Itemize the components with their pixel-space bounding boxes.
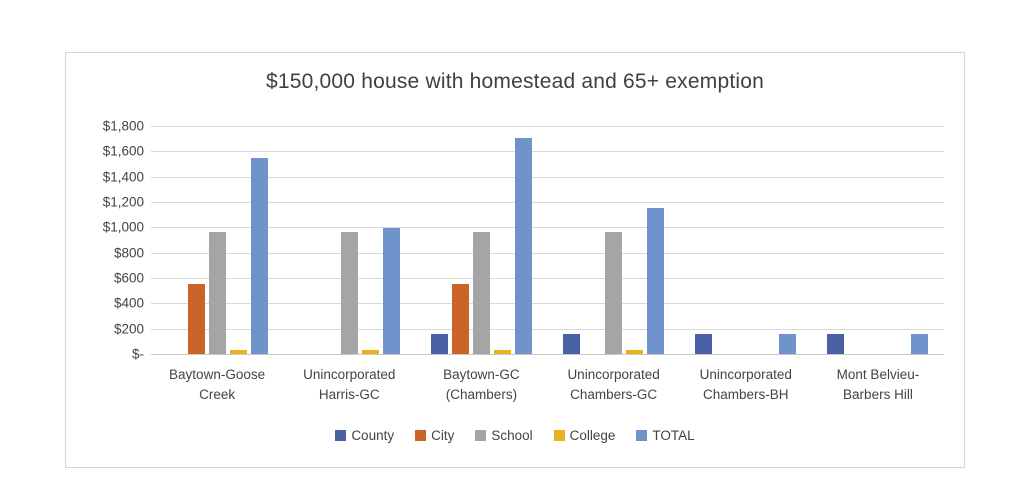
x-axis-label-line: Unincorporated [303,367,396,382]
legend-label: City [431,428,455,443]
legend-item-city: City [415,428,454,443]
legend-label: TOTAL [652,428,695,443]
gridline [151,328,944,330]
bar-group [283,126,415,354]
y-tick-label: $- [131,346,144,362]
legend: County City School College TOTAL [66,428,964,443]
total-bar [911,333,929,354]
chart-box: $150,000 house with homestead and 65+ ex… [65,52,965,468]
y-tick-label: $1,800 [102,118,144,134]
x-axis-label: Baytown-GC (Chambers) [415,365,547,405]
county-bar [695,333,713,354]
x-axis-label: Unincorporated Chambers-GC [548,365,680,405]
legend-swatch-icon [415,430,427,441]
legend-item-county: County [335,428,394,443]
x-axis-label-line: Unincorporated [567,367,660,382]
gridline [151,126,944,127]
college-bar [626,349,644,354]
y-tick-label: $600 [113,270,144,286]
gridline [151,202,944,203]
x-axis-label-line: Mont Belvieu- [836,367,920,382]
bar-group [548,126,680,354]
y-tick-label: $1,400 [102,169,144,185]
bar-groups [151,126,944,354]
x-axis-label-line: Unincorporated [699,367,792,382]
legend-swatch-icon [636,430,648,441]
legend-swatch-icon [553,430,565,441]
x-axis-label-line: Chambers-GC [570,387,658,402]
county-bar [563,333,581,354]
x-axis-label-line: Harris-GC [318,387,380,402]
y-tick-label: $1,600 [102,143,144,159]
legend-item-total: TOTAL [636,428,695,443]
gridline [151,252,944,254]
bar-group [680,126,812,354]
y-tick-label: $1,000 [102,219,144,235]
school-bar [472,232,490,354]
legend-label: College [569,428,616,443]
x-axis-line [151,354,944,355]
x-axis-label-line: (Chambers) [445,387,518,402]
gridline [151,303,944,305]
chart-title: $150,000 house with homestead and 65+ ex… [265,70,764,93]
college-bar [229,349,247,354]
college-bar [361,349,379,354]
legend-swatch-icon [475,430,487,441]
county-bar [430,333,448,354]
city-bar [187,284,205,354]
gridline [151,278,944,279]
legend-label: County [351,428,395,443]
x-axis-label: Unincorporated Harris-GC [283,365,415,405]
total-bar [647,207,665,354]
school-bar [605,232,623,354]
city-bar [451,284,469,354]
total-bar [382,227,400,354]
legend-item-college: College [553,428,616,443]
bar-group [812,126,944,354]
total-bar [779,333,797,354]
school-bar [340,232,358,354]
x-axis-label-line: Barbers Hill [843,387,913,402]
x-axis-label: Baytown-Goose Creek [151,365,283,405]
x-axis-label: Mont Belvieu- Barbers Hill [812,365,944,405]
x-axis-label-line: Baytown-Goose [169,367,266,382]
x-axis: Baytown-Goose Creek Unincorporated Harris-G… [151,365,944,405]
total-bar [514,138,532,354]
school-bar [208,232,226,354]
legend-swatch-icon [335,430,347,441]
bar-group [151,126,283,354]
legend-item-school: School [475,428,533,443]
x-axis-label: Unincorporated Chambers-BH [680,365,812,405]
bar-group [415,126,547,354]
x-axis-label-line: Creek [199,387,236,402]
y-tick-label: $400 [113,295,144,311]
county-bar [827,333,845,354]
gridline [151,151,944,153]
x-axis-label-line: Baytown-GC [443,367,520,382]
y-tick-label: $200 [113,321,144,337]
y-axis: $1,800 $1,600 $1,400 $1,200 $1,000 $800 $600 $4… [66,119,144,362]
plot-area [151,126,944,355]
legend-label: School [491,428,533,443]
y-tick-label: $800 [113,245,144,261]
college-bar [493,349,511,354]
gridline [151,176,944,178]
x-axis-label-line: Chambers-BH [703,387,789,402]
gridline [151,227,944,229]
total-bar [250,158,268,354]
y-tick-label: $1,200 [102,194,144,210]
